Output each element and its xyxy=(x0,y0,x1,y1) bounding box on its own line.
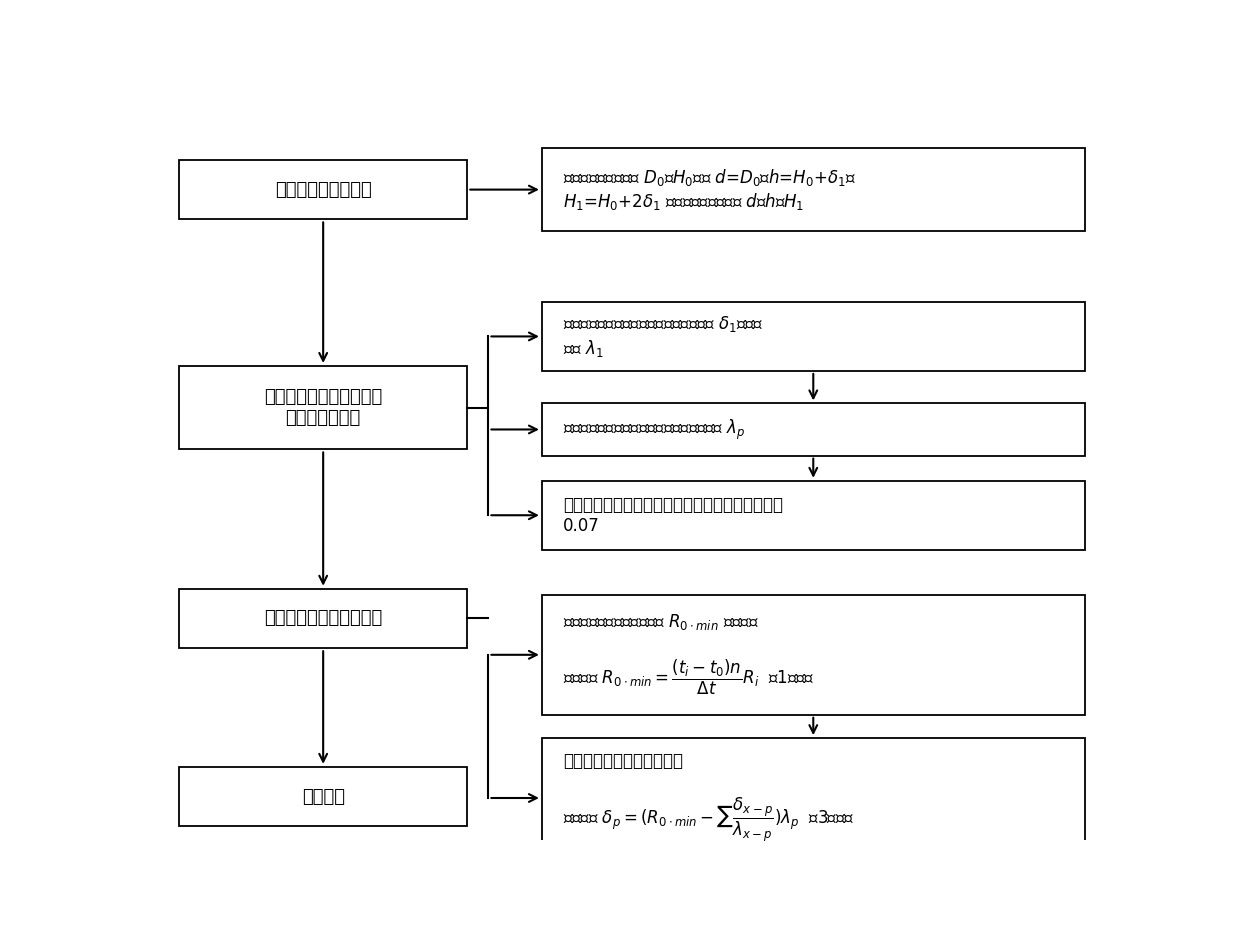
Text: 隔热层填充物的厚度计算：

根据公式 $\delta_p = (R_{0\cdot min} - \sum\dfrac{\delta_{x-p}}{\lambd: 隔热层填充物的厚度计算： 根据公式 $\delta_p = (R_{0\cdot… xyxy=(563,751,854,844)
Text: 确定填充物材料：聚氨酯发泡胶，导热系数 $\lambda_p$: 确定填充物材料：聚氨酯发泡胶，导热系数 $\lambda_p$ xyxy=(563,417,745,442)
Bar xyxy=(179,366,467,449)
Bar xyxy=(179,589,467,649)
Text: 隔热层填充物的厚度计算: 隔热层填充物的厚度计算 xyxy=(264,610,382,628)
Bar xyxy=(179,767,467,826)
Bar xyxy=(542,403,1085,456)
Text: 设计完成: 设计完成 xyxy=(301,787,345,805)
Text: 隔热层内外桶及隔热层填
充物材料的选择: 隔热层内外桶及隔热层填 充物材料的选择 xyxy=(264,388,382,427)
Bar xyxy=(542,480,1085,549)
Text: 确定隔热层结构参数: 确定隔热层结构参数 xyxy=(275,180,372,198)
Bar xyxy=(542,738,1085,858)
Bar xyxy=(542,302,1085,371)
Bar xyxy=(542,595,1085,715)
Text: 隔热层填充物最小总热阻值 $R_{0\cdot min}$ 的计算：

根据公式 $R_{0\cdot min} = \dfrac{(t_i - t_0)n}{: 隔热层填充物最小总热阻值 $R_{0\cdot min}$ 的计算： 根据公式 … xyxy=(563,612,815,698)
Text: 确定外壁粘贴材料：铝箔胶带，太阳辐射吸收系数
0.07: 确定外壁粘贴材料：铝箔胶带，太阳辐射吸收系数 0.07 xyxy=(563,496,782,534)
Text: 确定隔热层双桶材料：聚丙烯塑料，厚度 $\delta_1$、导热
系数 $\lambda_1$: 确定隔热层双桶材料：聚丙烯塑料，厚度 $\delta_1$、导热 系数 $\la… xyxy=(563,314,764,359)
Bar xyxy=(542,148,1085,231)
Text: 已知雾培桶结构参数 $D_0$、$H_0$，由 $d$=$D_0$、$h$=$H_0$+$\delta_1$、
$H_1$=$H_0$+2$\delta_1$ : 已知雾培桶结构参数 $D_0$、$H_0$，由 $d$=$D_0$、$h$=$H… xyxy=(563,167,856,212)
Bar xyxy=(179,160,467,219)
